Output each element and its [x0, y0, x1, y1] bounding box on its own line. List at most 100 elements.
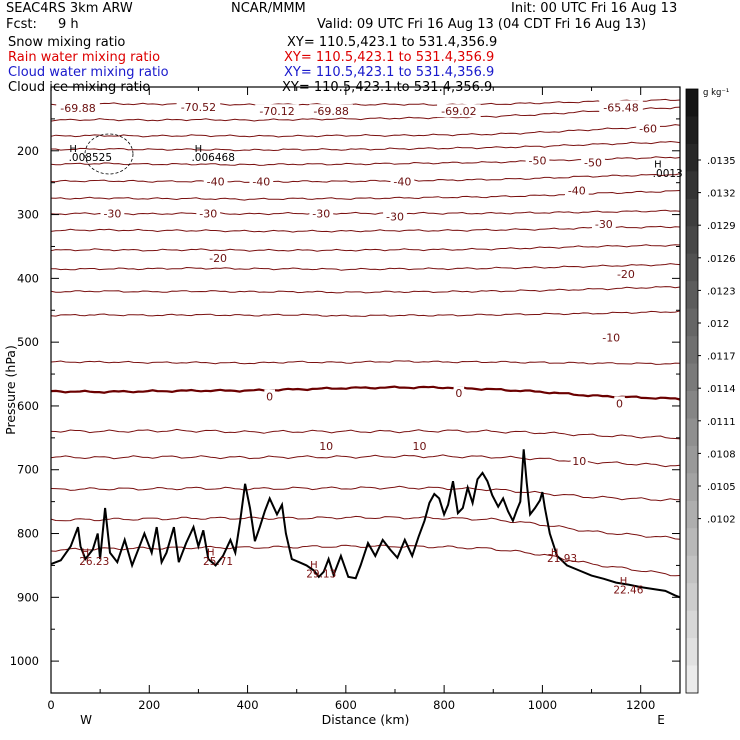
- contour-label: -65.48: [603, 101, 638, 114]
- extremum-value: 22.46: [613, 585, 643, 597]
- contour-label-bg: [581, 155, 605, 169]
- field-label-snow: Snow mixing ratio: [8, 35, 126, 50]
- contour-line--10: [50, 310, 681, 317]
- x-tick-label: 1000: [528, 698, 557, 712]
- contour-label: -20: [209, 252, 227, 265]
- extremum-mark: H: [207, 547, 215, 558]
- contour-label-bg: [249, 174, 274, 188]
- extremum-mark: H: [654, 160, 662, 171]
- contour-label-bg: [390, 174, 415, 188]
- contour-line--35: [50, 209, 681, 216]
- x-axis-title: Distance (km): [322, 712, 410, 727]
- colorbar-segment: [686, 336, 698, 365]
- contour-label-bg: [614, 396, 625, 410]
- contour-label-bg: [564, 183, 589, 197]
- contour-line--30: [50, 225, 681, 233]
- contour-line--70: [50, 98, 681, 107]
- colorbar-segment: [686, 665, 698, 694]
- contour-label-bg: [255, 104, 299, 118]
- contour-label-bg: [264, 389, 275, 403]
- colorbar-tick-label: .0126: [707, 254, 736, 265]
- colorbar-segment: [686, 418, 698, 447]
- field-xy-cloud-water: XY= 110.5,423.1 to 531.4,356.9: [284, 65, 495, 80]
- y-tick-label: 500: [17, 335, 39, 349]
- y-tick-label: 700: [17, 463, 39, 477]
- y-tick-label: 200: [17, 144, 39, 158]
- contour-label-bg: [383, 209, 407, 223]
- x-tick-label: 0: [47, 698, 54, 712]
- colorbar-segment: [686, 308, 698, 337]
- colorbar-frame: [685, 88, 699, 694]
- colorbar-segment: [686, 583, 698, 612]
- contour-line--65: [50, 106, 681, 122]
- field-label-cloud-water: Cloud water mixing ratio: [8, 65, 169, 80]
- contour-label: -30: [312, 207, 330, 220]
- contour-label: -69.88: [313, 105, 348, 118]
- extremum-value: 29.13: [306, 569, 336, 581]
- extremum-value: .0013: [653, 168, 683, 180]
- y-tick-label: 900: [17, 590, 39, 604]
- colorbar-segment: [686, 363, 698, 392]
- contour-label: 10: [413, 440, 427, 453]
- plot-frame: [50, 86, 681, 694]
- colorbar-segment: [686, 89, 698, 117]
- contour-line-25: [50, 544, 681, 577]
- x-end-label-east: E: [657, 713, 665, 727]
- organization-label: NCAR/MMM: [231, 1, 306, 16]
- colorbar-tick-label: .0105: [707, 482, 736, 493]
- colorbar-tick-label: .0129: [707, 221, 736, 232]
- colorbar-unit: g kg⁻¹: [703, 88, 729, 98]
- x-tick-label: 1200: [626, 698, 655, 712]
- contour-label: -60: [639, 122, 657, 135]
- x-tick-label: 800: [433, 698, 455, 712]
- valid-time: Valid: 09 UTC Fri 16 Aug 13 (04 CDT Fri …: [317, 17, 647, 32]
- contour-label: -50: [529, 154, 547, 167]
- contour-line-0: [50, 385, 681, 401]
- contour-label-bg: [100, 206, 125, 220]
- colorbar-segment: [686, 610, 698, 639]
- contour-label-bg: [203, 174, 228, 188]
- model-title: SEAC4RS 3km ARW: [6, 1, 133, 16]
- colorbar-tick-label: .012: [707, 319, 729, 330]
- contour-label-bg: [636, 121, 660, 135]
- contour-label: -69.88: [60, 102, 95, 115]
- extremum-value: 26.23: [79, 556, 109, 568]
- contour-line--20: [50, 263, 681, 271]
- contour-label: -40: [207, 175, 225, 188]
- contour-label-bg: [570, 453, 588, 467]
- contour-label-bg: [196, 206, 221, 220]
- colorbar-segment: [686, 253, 698, 282]
- extremum-mark: H: [69, 144, 77, 155]
- contour-label-bg: [453, 386, 465, 400]
- x-tick-label: 400: [237, 698, 259, 712]
- colorbar-segment: [686, 171, 698, 200]
- extremum-mark: H: [620, 576, 628, 587]
- contour-label: -69.02: [441, 105, 476, 118]
- extremum-value: .008525: [69, 152, 112, 164]
- contour-label-bg: [410, 439, 429, 453]
- contour-label-bg: [599, 330, 624, 344]
- y-tick-label: 1000: [10, 654, 39, 668]
- contour-label-bg: [591, 217, 616, 231]
- contour-label-bg: [614, 266, 638, 280]
- contour-label: -50: [584, 156, 602, 169]
- contour-label: 0: [266, 390, 273, 403]
- extremum-mark: H: [310, 560, 318, 571]
- contour-line--45: [50, 173, 681, 184]
- colorbar-segment: [686, 528, 698, 557]
- field-label-rain: Rain water mixing ratio: [8, 50, 161, 65]
- contour-line--25: [50, 244, 681, 252]
- terrain-profile: [50, 449, 681, 599]
- y-tick-label: 600: [17, 399, 39, 413]
- contour-line--50: [50, 156, 681, 166]
- extremum-mark: H: [82, 547, 90, 558]
- contour-line--5: [50, 360, 681, 365]
- contour-label: -30: [103, 207, 121, 220]
- colorbar-segment: [686, 473, 698, 502]
- colorbar-segment: [686, 281, 698, 310]
- contour-label: 10: [572, 455, 586, 468]
- colorbar-tick-label: .0132: [707, 189, 736, 200]
- forecast-label: Fcst:: [6, 17, 37, 32]
